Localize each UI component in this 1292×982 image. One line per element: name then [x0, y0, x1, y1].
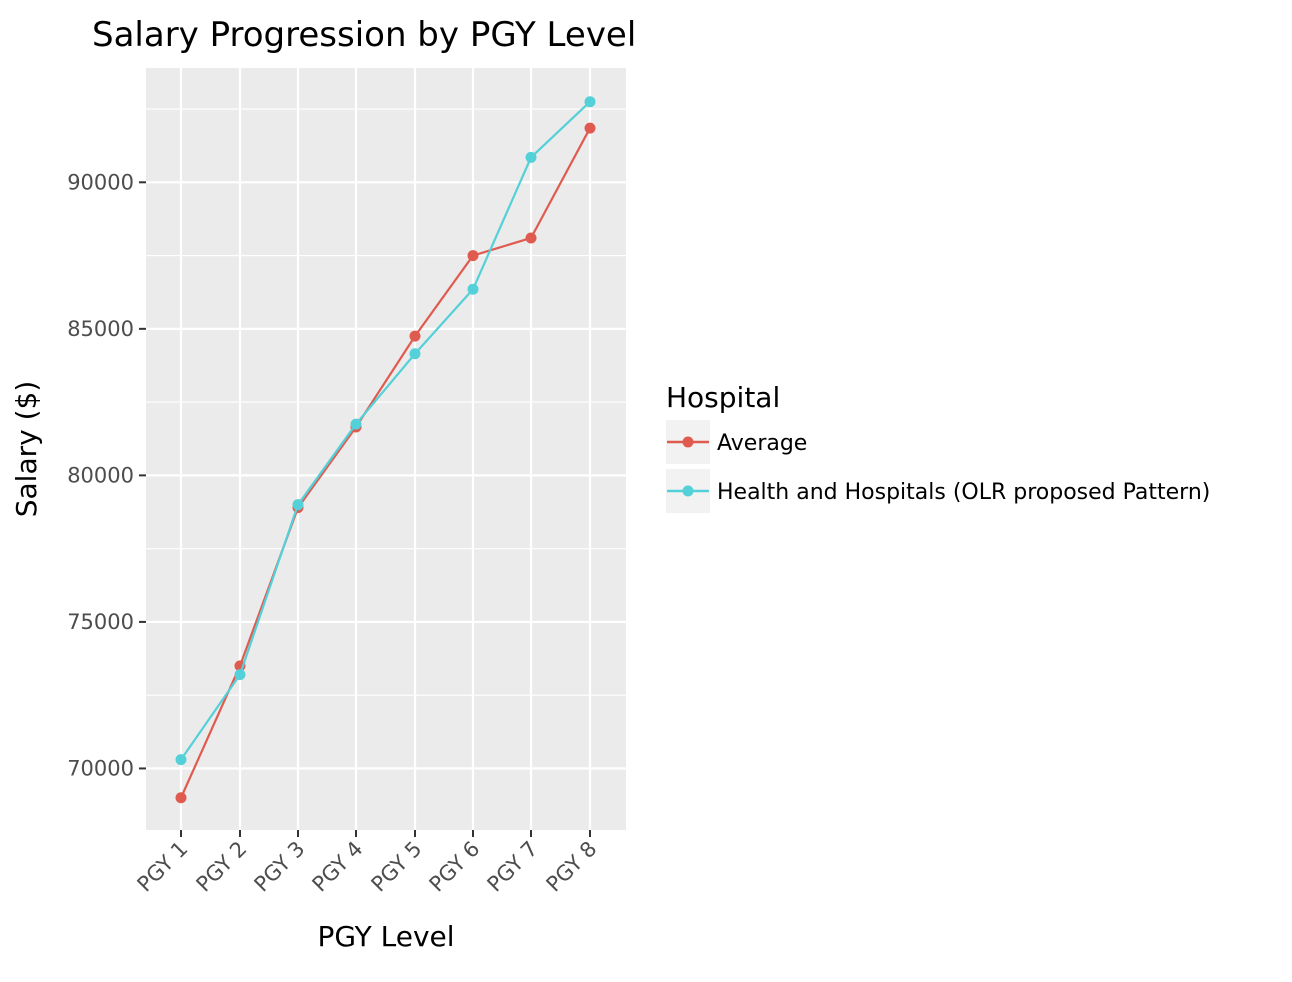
plot-panel [146, 68, 626, 830]
data-point [409, 330, 421, 342]
y-axis-title: Salary ($) [10, 381, 43, 518]
chart-title: Salary Progression by PGY Level [92, 15, 636, 55]
series-line [179, 127, 591, 799]
data-point [467, 283, 479, 295]
x-tick-label: PGY 5 [367, 837, 427, 897]
x-tick-label: PGY 4 [308, 837, 368, 897]
data-point [584, 96, 596, 108]
y-tick-label: 80000 [67, 463, 134, 487]
x-axis-title: PGY Level [317, 920, 454, 953]
x-tick-label: PGY 3 [250, 837, 310, 897]
x-tick-label: PGY 2 [192, 837, 252, 897]
legend: Hospital Average Health and Hospitals (OL… [666, 381, 1210, 513]
legend-label: Health and Hospitals (OLR proposed Patte… [717, 480, 1210, 505]
y-axis: 70000 75000 80000 85000 90000 [67, 170, 146, 780]
series-line [180, 100, 591, 761]
data-point [292, 499, 304, 511]
x-tick-label: PGY 8 [542, 837, 602, 897]
data-point [409, 348, 421, 360]
x-tick-label: PGY 6 [425, 837, 485, 897]
data-point [175, 754, 187, 766]
grid-major [146, 68, 626, 830]
y-tick-label: 70000 [67, 756, 134, 780]
y-tick-label: 85000 [67, 317, 134, 341]
data-point [467, 250, 479, 262]
legend-title: Hospital [666, 381, 780, 414]
legend-key-point [682, 436, 694, 448]
data-point [350, 418, 362, 430]
legend-label: Average [717, 431, 807, 456]
data-point [525, 151, 537, 163]
y-tick-label: 90000 [67, 170, 134, 194]
legend-key-point [682, 485, 694, 497]
y-tick-label: 75000 [67, 610, 134, 634]
x-tick-label: PGY 7 [483, 837, 543, 897]
series-layer [175, 96, 596, 804]
data-point [175, 792, 187, 804]
data-point [584, 122, 596, 134]
data-point [525, 232, 537, 244]
data-point [234, 669, 246, 681]
x-tick-label: PGY 1 [133, 837, 193, 897]
